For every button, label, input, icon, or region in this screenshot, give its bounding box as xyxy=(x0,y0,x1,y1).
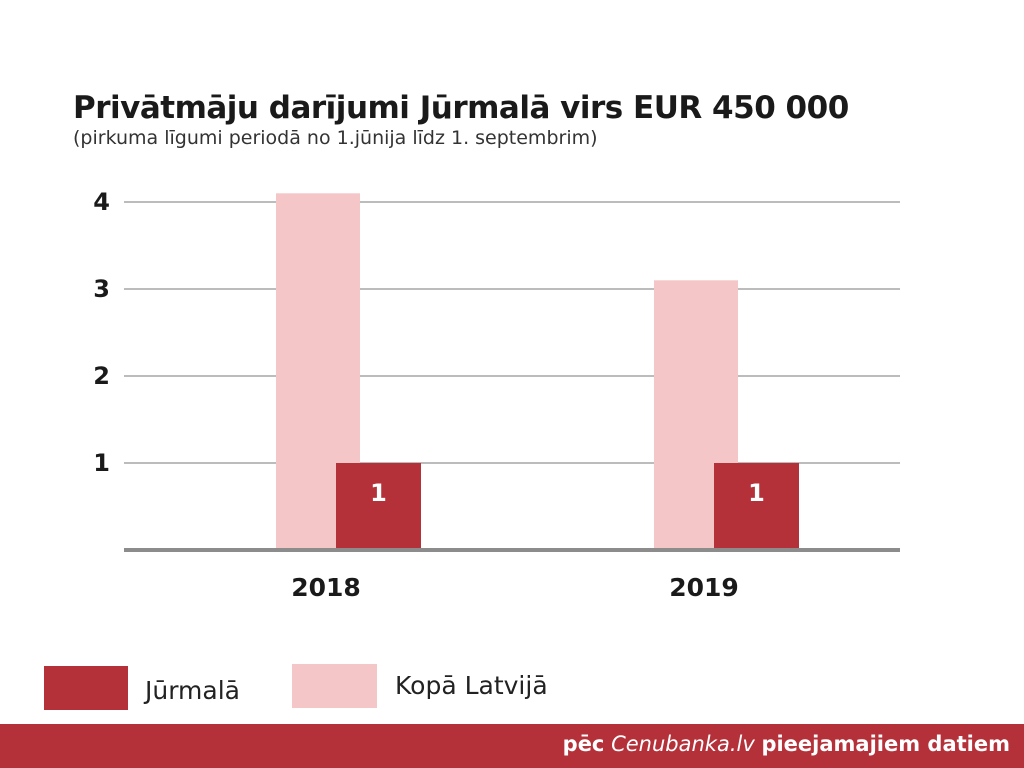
source-name: Cenubanka.lv xyxy=(611,732,755,756)
y-tick-label-2: 2 xyxy=(93,362,110,390)
y-tick-label-1: 1 xyxy=(93,449,110,477)
bar-jurmala-2018 xyxy=(336,463,421,550)
footer-bar: pēc Cenubanka.lv pieejamajiem datiem xyxy=(0,724,1024,768)
source-suffix: pieejamajiem datiem xyxy=(761,732,1010,756)
y-tick-label-4: 4 xyxy=(93,188,110,216)
source-note: pēc Cenubanka.lv pieejamajiem datiem xyxy=(563,732,1010,756)
chart-subtitle: (pirkuma līgumi periodā no 1.jūnija līdz… xyxy=(73,127,598,149)
data-label-jurmala-2018: 1 xyxy=(370,479,387,507)
bar-chart: 1 2 3 4 1 2018 1 2019 xyxy=(93,188,900,602)
legend-label-latvia: Kopā Latvijā xyxy=(395,671,548,700)
bar-jurmala-2019 xyxy=(714,463,799,550)
legend-swatch-jurmala xyxy=(44,666,128,710)
x-tick-label-2018: 2018 xyxy=(291,573,361,602)
x-tick-label-2019: 2019 xyxy=(669,573,739,602)
legend-label-jurmala: Jūrmalā xyxy=(145,676,240,705)
legend-swatch-latvia xyxy=(292,664,377,708)
source-prefix: pēc xyxy=(562,732,605,756)
y-tick-label-3: 3 xyxy=(93,275,110,303)
data-label-jurmala-2019: 1 xyxy=(748,479,765,507)
chart-title: Privātmāju darījumi Jūrmalā virs EUR 450… xyxy=(73,90,849,126)
